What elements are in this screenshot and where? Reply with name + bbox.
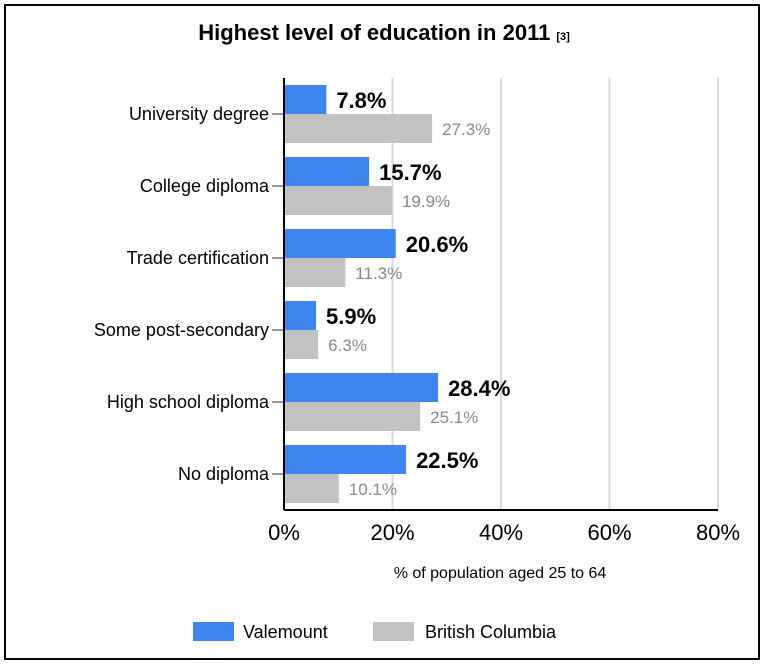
bar-valemount [284,157,370,186]
bar-british-columbia [284,114,433,143]
x-tick-label: 20% [370,520,414,545]
axes: 0% 20% 40% 60% 80% University degree College d… [94,78,740,545]
legend-swatch-valemount [193,622,234,641]
category-label: No diploma [178,464,270,484]
bar-valemount [284,229,396,258]
bar-british-columbia [284,258,346,287]
chart-title: Highest level of education in 2011 [3] [198,20,570,45]
data-label-valemount: 22.5% [416,448,478,473]
gridlines [391,78,719,510]
category-label: Some post-secondary [94,320,269,340]
bar-british-columbia [284,402,421,431]
x-tick-label: 80% [696,520,740,545]
data-label-british-columbia: 11.3% [355,264,402,283]
x-tick-label: 0% [268,520,300,545]
data-label-valemount: 5.9% [326,304,376,329]
bar-british-columbia [284,186,392,215]
bar-valemount [284,301,317,330]
bar-valemount [284,445,407,474]
data-label-british-columbia: 6.3% [328,336,367,355]
data-label-british-columbia: 19.9% [402,192,450,211]
x-axis-label: % of population aged 25 to 64 [394,565,607,582]
legend-label-valemount: Valemount [243,622,328,642]
x-tick-label: 40% [479,520,523,545]
data-label-valemount: 20.6% [406,232,468,257]
chart-frame [4,4,760,660]
data-label-valemount: 15.7% [379,160,441,185]
category-label: High school diploma [107,392,270,412]
bar-british-columbia [284,474,339,503]
legend-label-british-columbia: British Columbia [425,622,557,642]
bars: 7.8% 27.3% 15.7% 19.9% 20.6%11.3% 5.9% 6.3% 28.… [284,85,510,503]
category-label: Trade certification [127,248,269,268]
bar-valemount [284,85,327,114]
data-label-british-columbia: 25.1% [430,408,478,427]
data-label-valemount: 7.8% [336,88,386,113]
category-label: College diploma [140,176,270,196]
data-label-british-columbia: 27.3% [442,120,490,139]
category-label: University degree [129,104,269,124]
x-tick-label: 60% [587,520,631,545]
bar-valemount [284,373,439,402]
data-label-valemount: 28.4% [448,376,510,401]
title-reference: [3] [556,31,570,43]
legend: Valemount British Columbia [193,622,557,642]
legend-swatch-british-columbia [373,622,414,641]
data-label-british-columbia: 10.1% [349,480,397,499]
bar-british-columbia [284,330,319,359]
